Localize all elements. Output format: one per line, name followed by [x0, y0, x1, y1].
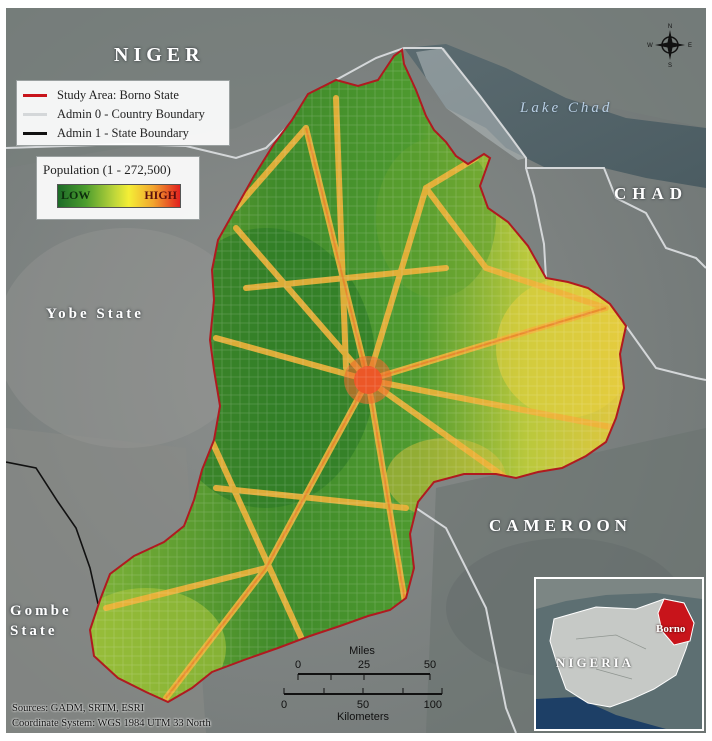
legend-label: Admin 0 - Country Boundary — [57, 106, 205, 121]
boundary-legend: Study Area: Borno State Admin 0 - Countr… — [16, 80, 230, 146]
map-sources: Sources: GADM, SRTM, ESRI Coordinate Sys… — [12, 701, 211, 731]
scale-km-tick: 0 — [281, 699, 287, 711]
scale-miles-label: Miles — [349, 645, 375, 657]
map-canvas: NIGER Lake Chad CHAD Yobe State CAMEROON… — [6, 8, 706, 733]
label-gombe-state: Gombe State — [10, 601, 72, 641]
label-lake-chad: Lake Chad — [520, 100, 613, 116]
legend-label: Study Area: Borno State — [57, 87, 179, 102]
population-legend-title: Population (1 - 272,500) — [43, 162, 171, 177]
coordinate-system-text: Coordinate System: WGS 1984 UTM 33 North — [12, 718, 211, 729]
legend-swatch-gray — [23, 112, 47, 116]
label-chad: CHAD — [614, 184, 689, 203]
label-niger: NIGER — [114, 44, 205, 66]
inset-label-nigeria: NIGERIA — [556, 655, 635, 670]
population-legend: Population (1 - 272,500) LOW HIGH — [36, 156, 200, 220]
label-gombe-part: Gombe — [10, 603, 72, 619]
inset-map: NIGERIA Borno — [534, 577, 704, 731]
scale-km-tick: 100 — [424, 699, 442, 711]
legend-item-country-boundary: Admin 0 - Country Boundary — [23, 106, 205, 122]
legend-label: Admin 1 - State Boundary — [57, 125, 189, 140]
inset-map-graphic — [536, 579, 702, 729]
scale-bar-graphic: Miles 0 25 50 0 50 100 Kilometers — [281, 645, 443, 723]
legend-swatch-black — [23, 131, 47, 135]
legend-item-study-area: Study Area: Borno State — [23, 87, 179, 103]
compass-e: E — [688, 43, 692, 49]
compass-s: S — [668, 63, 672, 68]
scale-km-label: Kilometers — [337, 711, 389, 723]
compass-rose-icon: N S E W — [647, 24, 692, 68]
sources-text: Sources: GADM, SRTM, ESRI — [12, 703, 145, 714]
scale-mile-tick: 0 — [295, 659, 301, 671]
scale-mile-tick: 25 — [358, 659, 370, 671]
compass-n: N — [668, 24, 672, 30]
legend-swatch-red — [23, 93, 47, 97]
label-yobe-state: Yobe State — [46, 306, 144, 322]
ramp-low-label: LOW — [61, 188, 91, 202]
legend-item-state-boundary: Admin 1 - State Boundary — [23, 125, 189, 141]
label-cameroon: CAMEROON — [489, 516, 632, 535]
compass-w: W — [647, 43, 653, 49]
scale-km-tick: 50 — [357, 699, 369, 711]
scale-mile-tick: 50 — [424, 659, 436, 671]
inset-label-borno: Borno — [656, 623, 686, 635]
population-color-ramp: LOW HIGH — [57, 184, 181, 208]
ramp-high-label: HIGH — [144, 188, 177, 202]
label-gombe-part: State — [10, 623, 58, 639]
scale-bar: Miles 0 25 50 0 50 100 Kilometers — [274, 644, 450, 724]
